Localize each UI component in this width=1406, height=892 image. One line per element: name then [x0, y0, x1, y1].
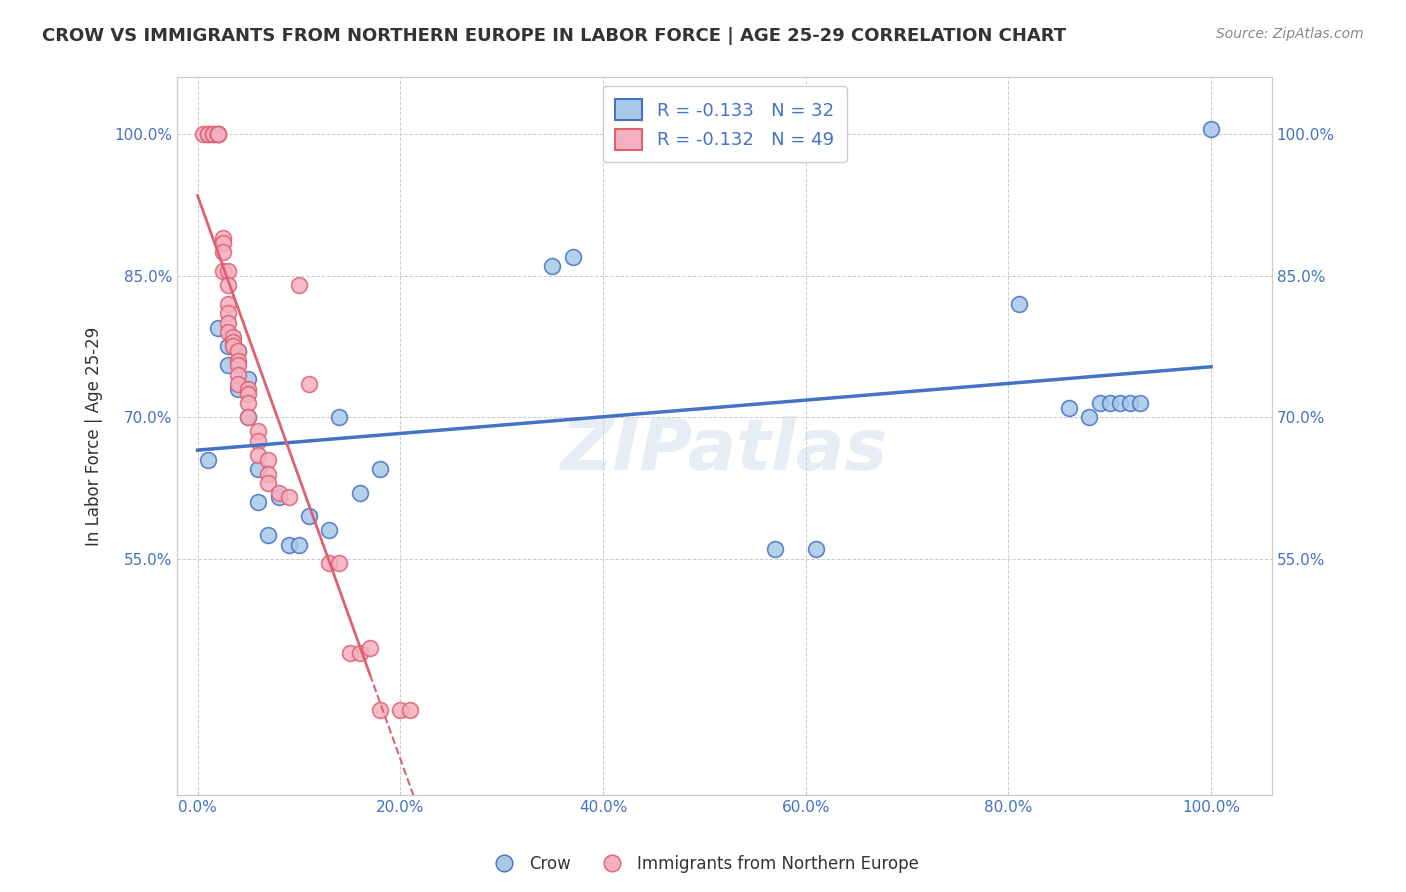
Point — [288, 278, 311, 293]
Point — [1078, 410, 1101, 425]
Point — [804, 542, 827, 557]
Point — [328, 410, 350, 425]
Point — [226, 359, 249, 373]
Point — [226, 353, 249, 368]
Text: CROW VS IMMIGRANTS FROM NORTHERN EUROPE IN LABOR FORCE | AGE 25-29 CORRELATION C: CROW VS IMMIGRANTS FROM NORTHERN EUROPE … — [42, 27, 1066, 45]
Point — [257, 476, 280, 491]
Point — [212, 264, 235, 278]
Point — [197, 452, 219, 467]
Point — [217, 339, 239, 353]
Point — [217, 264, 239, 278]
Point — [226, 377, 249, 392]
Point — [238, 396, 260, 410]
Point — [207, 320, 229, 334]
Text: ZIPatlas: ZIPatlas — [561, 416, 889, 485]
Point — [247, 462, 270, 476]
Point — [238, 386, 260, 401]
Point — [247, 425, 270, 439]
Point — [238, 410, 260, 425]
Point — [1088, 396, 1111, 410]
Point — [238, 410, 260, 425]
Point — [226, 344, 249, 359]
Point — [222, 339, 245, 353]
Point — [277, 491, 299, 505]
Point — [389, 703, 412, 717]
Point — [191, 127, 214, 141]
Point — [222, 330, 245, 344]
Point — [1057, 401, 1080, 415]
Point — [1007, 297, 1029, 311]
Point — [277, 538, 299, 552]
Point — [359, 641, 381, 656]
Point — [212, 235, 235, 250]
Point — [288, 538, 311, 552]
Point — [207, 127, 229, 141]
Text: Source: ZipAtlas.com: Source: ZipAtlas.com — [1216, 27, 1364, 41]
Point — [238, 372, 260, 386]
Point — [1098, 396, 1121, 410]
Y-axis label: In Labor Force | Age 25-29: In Labor Force | Age 25-29 — [86, 326, 103, 546]
Point — [1108, 396, 1130, 410]
Point — [247, 495, 270, 509]
Point — [318, 557, 340, 571]
Point — [257, 452, 280, 467]
Point — [217, 316, 239, 330]
Point — [318, 524, 340, 538]
Point — [197, 127, 219, 141]
Point — [399, 703, 422, 717]
Point — [197, 127, 219, 141]
Point — [298, 377, 321, 392]
Point — [339, 646, 361, 660]
Point — [201, 127, 224, 141]
Point — [217, 325, 239, 339]
Point — [763, 542, 786, 557]
Point — [207, 127, 229, 141]
Point — [328, 557, 350, 571]
Point — [1199, 122, 1222, 136]
Point — [267, 485, 290, 500]
Point — [207, 127, 229, 141]
Point — [247, 448, 270, 462]
Point — [226, 368, 249, 382]
Point — [222, 334, 245, 349]
Point — [201, 127, 224, 141]
Point — [257, 467, 280, 481]
Point — [212, 245, 235, 260]
Point — [368, 462, 391, 476]
Point — [541, 259, 564, 273]
Legend: R = -0.133   N = 32, R = -0.132   N = 49: R = -0.133 N = 32, R = -0.132 N = 49 — [603, 87, 846, 162]
Point — [207, 127, 229, 141]
Point — [1119, 396, 1142, 410]
Point — [217, 359, 239, 373]
Point — [1129, 396, 1152, 410]
Point — [247, 434, 270, 448]
Point — [561, 250, 583, 264]
Point — [257, 528, 280, 542]
Point — [217, 278, 239, 293]
Point — [217, 297, 239, 311]
Legend: Crow, Immigrants from Northern Europe: Crow, Immigrants from Northern Europe — [481, 848, 925, 880]
Point — [238, 382, 260, 396]
Point — [212, 231, 235, 245]
Point — [349, 646, 371, 660]
Point — [368, 703, 391, 717]
Point — [349, 485, 371, 500]
Point — [267, 491, 290, 505]
Point — [226, 344, 249, 359]
Point — [226, 382, 249, 396]
Point — [298, 509, 321, 524]
Point — [217, 306, 239, 320]
